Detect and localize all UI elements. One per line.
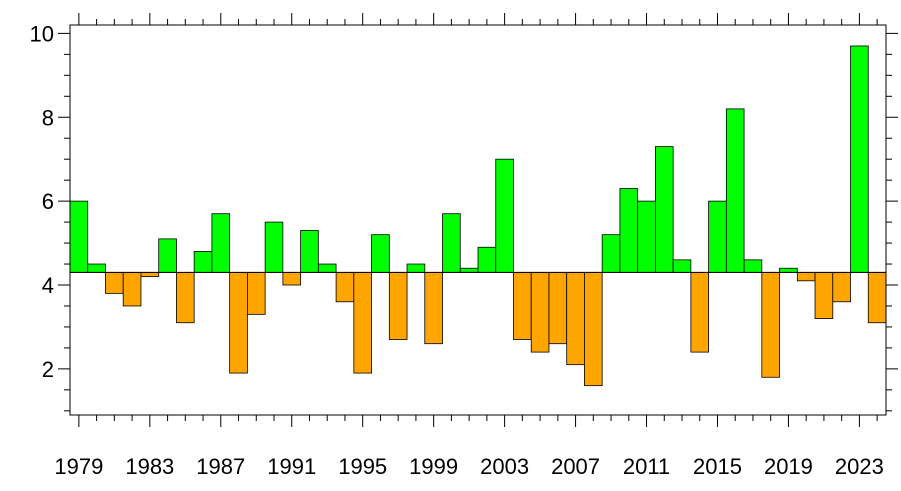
x-tick-label: 1991 [267, 454, 316, 479]
bar-1998 [406, 263, 426, 273]
bar-1992 [300, 230, 319, 273]
y-tick-label: 10 [30, 21, 54, 46]
bar-2010 [619, 188, 639, 273]
bar-1989 [246, 272, 266, 315]
y-tick-labels: 2 4 6 8 10 [30, 21, 54, 381]
bar-2006 [548, 272, 568, 345]
bar-1988 [229, 272, 248, 374]
bar-2023 [850, 45, 869, 273]
y-tick-label: 8 [42, 105, 54, 130]
bar-2011 [637, 200, 656, 273]
bar-1985 [176, 272, 195, 324]
bar-1996 [371, 234, 390, 273]
bar-1981 [105, 272, 124, 294]
bar-1984 [158, 238, 177, 273]
bar-1991 [282, 272, 302, 286]
bar-2000 [442, 213, 461, 273]
bar-2022 [832, 272, 851, 303]
bar-2013 [672, 259, 692, 273]
major-ticks [58, 13, 898, 427]
x-tick-label: 2019 [764, 454, 813, 479]
bar-2009 [601, 234, 621, 273]
x-tick-label: 2003 [480, 454, 529, 479]
bar-2012 [654, 146, 674, 273]
x-tick-label: 1999 [409, 454, 458, 479]
bar-1990 [264, 221, 284, 273]
bar-2018 [761, 272, 780, 378]
x-tick-label: 2011 [623, 454, 670, 479]
bar-2017 [743, 259, 763, 273]
bar-2016 [725, 108, 745, 273]
bar-1987 [211, 213, 231, 273]
bar-2019 [779, 267, 798, 273]
bar-1986 [193, 251, 213, 273]
bar-1997 [388, 272, 408, 340]
x-tick-label: 1995 [338, 454, 387, 479]
plot-frame [69, 24, 887, 416]
bar-2007 [566, 272, 585, 366]
bar-1983 [140, 272, 160, 278]
bar-2015 [708, 200, 727, 273]
bar-1999 [424, 272, 443, 345]
y-tick-label: 4 [42, 273, 54, 298]
y-tick-label: 6 [42, 189, 54, 214]
bar-1993 [317, 263, 337, 273]
bar-2002 [477, 246, 497, 273]
x-tick-label: 2007 [551, 454, 600, 479]
bar-2014 [690, 272, 710, 353]
bar-2024 [867, 272, 887, 324]
x-tick-labels: 1979 1983 1987 1991 1995 1999 2003 2007 … [54, 454, 883, 479]
x-tick-label: 1979 [54, 454, 103, 479]
bar-2008 [584, 272, 603, 387]
x-tick-label: 1987 [196, 454, 245, 479]
minor-ticks [64, 19, 892, 421]
bar-2004 [513, 272, 532, 340]
bar-1979 [69, 200, 89, 273]
bar-2001 [459, 267, 479, 273]
bar-1982 [122, 272, 142, 307]
x-tick-label: 1983 [125, 454, 174, 479]
bar-1980 [87, 263, 106, 273]
x-tick-label: 2023 [835, 454, 884, 479]
x-tick-label: 2015 [693, 454, 742, 479]
bar-2021 [814, 272, 834, 319]
bar-2020 [796, 272, 816, 282]
bars-group [69, 45, 887, 387]
y-tick-label: 2 [42, 357, 54, 382]
bar-1994 [335, 272, 355, 303]
bar-2005 [530, 272, 550, 353]
bar-2003 [495, 158, 514, 273]
bar-1995 [353, 272, 372, 374]
